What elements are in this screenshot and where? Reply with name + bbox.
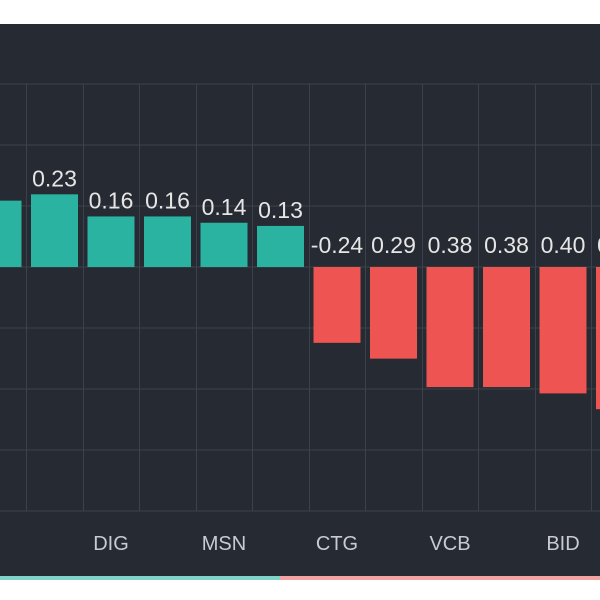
bar-value-label: 0.29 — [371, 232, 416, 258]
bars — [0, 194, 600, 410]
bar[interactable] — [313, 267, 361, 343]
bottom-strip-positive — [0, 576, 280, 580]
bar[interactable] — [539, 267, 587, 394]
bar-value-label: 0.38 — [484, 232, 529, 258]
bar[interactable] — [0, 200, 22, 267]
bar[interactable] — [87, 216, 135, 267]
bar[interactable] — [144, 216, 191, 267]
x-axis-tick-labels: DIG MSN CTG VCB BID — [93, 533, 579, 555]
bar-value-label: 0.16 — [145, 187, 190, 213]
bar[interactable] — [426, 267, 474, 388]
bar[interactable] — [257, 225, 304, 267]
x-tick-label: DIG — [93, 533, 129, 555]
chart-panel: 0.23 0.16 0.16 0.14 0.13 -0.24 0.29 0.38 0.38 0.4… — [0, 24, 600, 576]
bar-value-labels: 0.23 0.16 0.16 0.14 0.13 -0.24 0.29 0.38 0.38 0.4… — [32, 165, 600, 258]
bar-value-label: -0.24 — [311, 232, 364, 258]
bar-value-label: 0.45 — [597, 232, 600, 258]
x-tick-label: VCB — [429, 533, 470, 555]
bar-value-label: 0.38 — [428, 232, 473, 258]
bar[interactable] — [596, 267, 600, 410]
bar-value-label: 0.40 — [541, 232, 586, 258]
bar[interactable] — [200, 222, 248, 267]
bar-value-label: 0.16 — [89, 187, 134, 213]
bar[interactable] — [483, 267, 530, 388]
grid-lines — [0, 83, 600, 512]
x-tick-label: CTG — [316, 533, 358, 555]
bottom-strip-negative — [280, 576, 600, 580]
bar[interactable] — [31, 194, 78, 267]
bar-value-label: 0.23 — [32, 165, 77, 191]
bar[interactable] — [370, 267, 417, 359]
bar-value-label: 0.14 — [202, 194, 247, 220]
x-tick-label: BID — [546, 533, 579, 555]
bar-value-label: 0.13 — [258, 197, 303, 223]
bar-chart: 0.23 0.16 0.16 0.14 0.13 -0.24 0.29 0.38 0.38 0.4… — [0, 83, 600, 555]
x-tick-label: MSN — [202, 533, 246, 555]
